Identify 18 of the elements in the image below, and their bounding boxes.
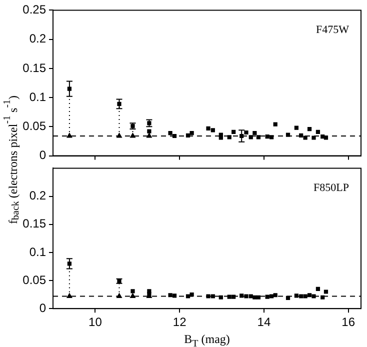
y-tick-label: 0.15 xyxy=(22,60,46,75)
x-tick-label: 12 xyxy=(172,315,187,330)
y-tick-label: 0.1 xyxy=(29,90,46,104)
y-tick-label: 0.25 xyxy=(22,2,46,17)
x-tick-label: 16 xyxy=(342,315,356,330)
x-tick-label: 10 xyxy=(88,315,102,330)
annotation: F850LP xyxy=(314,182,349,194)
y-tick-label: 0.1 xyxy=(29,244,46,259)
annotation: F475W xyxy=(316,24,350,36)
y-tick-label: 0.2 xyxy=(29,32,46,46)
y-tick-label: 0 xyxy=(39,300,46,315)
y-tick-label: 0 xyxy=(39,148,46,162)
x-tick-label: 14 xyxy=(257,315,271,330)
x-axis-title: B$_{T}$ (mag) xyxy=(183,332,231,347)
y-tick-label: 0.05 xyxy=(22,118,46,133)
y-tick-label: 0.2 xyxy=(29,188,46,203)
y-tick-label: 0.05 xyxy=(22,272,46,287)
y-tick-label: 0.15 xyxy=(22,216,46,231)
